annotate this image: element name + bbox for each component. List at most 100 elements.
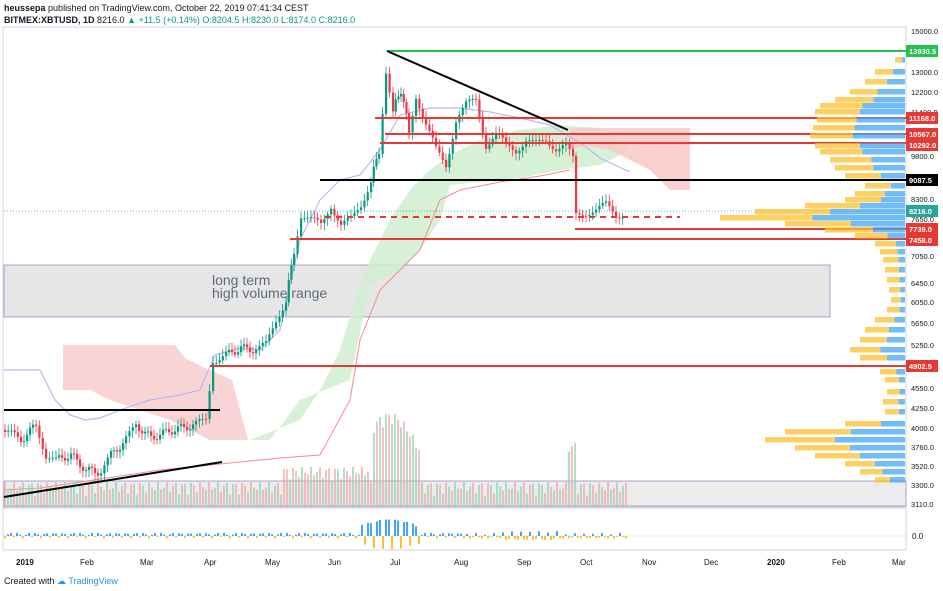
time-axis[interactable]: 2019 Feb Mar Apr May Jun Jul Aug Sep Oct Nov Dec 202… <box>16 558 906 567</box>
price-label-box <box>906 45 938 57</box>
y-tick-label: 9800.0 <box>911 152 934 161</box>
indicator-bar <box>76 536 78 538</box>
x-tick-label: Feb <box>832 558 846 567</box>
volume-bar <box>310 467 312 506</box>
descending-trendline[interactable] <box>386 50 569 131</box>
vp-bar-orange <box>885 409 899 415</box>
volume-bar <box>223 485 225 506</box>
candle-body <box>521 146 524 151</box>
volume-bar <box>64 482 66 506</box>
candle-body <box>555 149 558 152</box>
candle-body <box>278 317 281 323</box>
candle-body <box>168 428 171 433</box>
candle-body <box>177 426 180 432</box>
indicator-bar <box>196 533 198 536</box>
volume-bar <box>124 482 126 506</box>
indicator-bar <box>463 536 465 539</box>
price-axis[interactable]: 15000.014000.013000.012200.011400.010600… <box>911 27 938 509</box>
indicator-bar <box>61 533 63 536</box>
indicator-bar <box>508 536 510 540</box>
vp-bar-orange <box>815 453 860 459</box>
indicator-bar <box>7 534 9 536</box>
annotation-line-2[interactable]: high volume range <box>212 285 327 301</box>
candle-body <box>388 73 391 93</box>
volume-bar <box>217 482 219 506</box>
volume-bar <box>346 471 348 506</box>
candle-body <box>370 182 373 193</box>
candle-body <box>353 212 356 217</box>
indicator-bar <box>577 536 579 538</box>
indicator-bar <box>16 533 18 536</box>
indicator-bar <box>520 531 522 536</box>
candle-body <box>441 152 444 161</box>
vp-bar-blue <box>902 57 905 63</box>
volume-bar <box>82 483 84 506</box>
indicator-bar <box>601 533 603 536</box>
candle-body <box>73 453 76 455</box>
indicator-bar <box>307 534 309 536</box>
indicator-bar <box>514 536 516 540</box>
author-name[interactable]: heussepa <box>4 3 46 13</box>
y-tick-label: 7050.0 <box>911 252 934 261</box>
indicator-bar <box>313 533 315 536</box>
candle-body <box>300 218 303 237</box>
volume-bar <box>412 434 414 506</box>
indicator-bar <box>427 536 429 538</box>
candle-body <box>234 352 237 355</box>
volume-bar <box>214 487 216 506</box>
candle-body <box>252 352 255 354</box>
vp-bar-orange <box>845 421 881 427</box>
volume-bar <box>331 480 333 506</box>
indicator-bar <box>487 536 489 539</box>
indicator-bar <box>394 519 396 536</box>
volume-bar <box>535 495 537 506</box>
indicator-bar <box>589 536 591 538</box>
volume-bar <box>520 486 522 506</box>
ascending-trendline[interactable] <box>3 461 223 498</box>
indicator-bar <box>166 536 168 539</box>
volume-bar <box>160 489 162 506</box>
candle-body <box>392 92 395 112</box>
volume-bar <box>418 450 420 506</box>
indicator-bar <box>19 534 21 536</box>
annotation-line-1[interactable]: long term <box>212 272 270 288</box>
volume-bar <box>70 486 72 506</box>
candle-body <box>343 220 346 225</box>
indicator-bar <box>547 532 549 536</box>
candle-body <box>255 349 258 354</box>
candle-body <box>10 430 13 432</box>
x-tick-label: Aug <box>454 558 468 567</box>
indicator-bar <box>445 536 447 538</box>
vp-bar-blue <box>890 477 905 483</box>
indicator-bar <box>451 533 453 536</box>
tradingview-brand[interactable]: TradingView <box>68 576 118 586</box>
volume-bar <box>142 485 144 506</box>
indicator-bar <box>553 536 555 539</box>
indicator-bar <box>556 531 558 536</box>
candle-body <box>363 200 366 208</box>
indicator-bar <box>103 536 105 539</box>
indicator-bar <box>292 536 294 539</box>
volume-bar <box>253 487 255 506</box>
vp-bar-blue <box>880 347 905 353</box>
volume-bar <box>442 493 444 506</box>
x-tick-label: Jul <box>390 558 400 567</box>
candle-body <box>35 424 38 426</box>
candle-body <box>418 98 421 109</box>
vp-bar-blue <box>877 89 905 95</box>
volume-bar <box>502 490 504 506</box>
volume-bar <box>301 467 303 506</box>
high-volume-range-box[interactable] <box>3 264 831 318</box>
indicator-bar <box>172 533 174 536</box>
vp-bar-orange <box>845 197 881 203</box>
indicator-bar <box>232 534 234 536</box>
volume-bar <box>55 482 57 506</box>
volume-bar <box>559 489 561 506</box>
candle-body <box>475 99 478 101</box>
candle-body <box>428 124 431 131</box>
indicator-bar <box>217 533 219 536</box>
volume-bar <box>556 482 558 506</box>
symbol-name[interactable]: BITMEX:XBTUSD, 1D <box>4 15 95 25</box>
candle-body <box>360 207 363 210</box>
